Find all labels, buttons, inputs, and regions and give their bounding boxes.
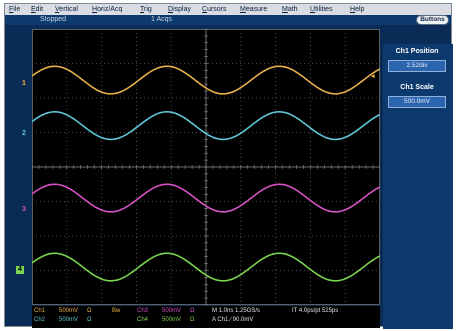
ch4-waveform	[32, 252, 380, 282]
horizontal-readout[interactable]: M 1.0ns 1.25GS/s	[212, 308, 261, 314]
readout-area: Ch1 500mV Ω Bw Ch2 500mV Ω Ch3 500mV Ω C…	[32, 306, 380, 328]
ch1-waveform	[32, 65, 380, 95]
menu-utilities[interactable]: Utilities	[310, 6, 333, 13]
ch3-ground-marker[interactable]: 3	[22, 206, 26, 213]
ch2-scale-readout[interactable]: 500mV	[59, 317, 79, 323]
side-menu: Ch1 Position 2.52div Ch1 Scale 500.0mV	[383, 44, 453, 329]
ch1-label: Ch1	[34, 308, 46, 314]
record-readout: IT 4.0ps/pt 525ps	[292, 308, 339, 314]
ch2-label: Ch2	[34, 317, 46, 323]
ch2-waveform	[32, 111, 380, 141]
ch4-scale-readout[interactable]: 500mV	[162, 317, 182, 323]
status-bar: Stopped 1 Acqs	[5, 15, 451, 25]
menu-file[interactable]: File	[9, 6, 21, 13]
ch4-ground-marker[interactable]: 4	[16, 266, 24, 274]
ch3-scale-readout[interactable]: 500mV	[162, 308, 182, 314]
waveform-display[interactable]	[32, 29, 380, 305]
ch1-scale-title: Ch1 Scale	[400, 84, 434, 91]
acquisition-status: Stopped	[40, 16, 67, 23]
ch4-label: Ch4	[137, 317, 149, 323]
ch1-ground-marker[interactable]: 1	[22, 80, 26, 87]
trigger-readout[interactable]: A Ch1 ∕ 90.0mV	[212, 317, 254, 323]
ch1-scale-readout[interactable]: 500mV	[59, 308, 79, 314]
buttons-button[interactable]: Buttons	[416, 15, 449, 25]
menu-trig[interactable]: Trig	[140, 6, 152, 13]
menu-edit[interactable]: Edit	[31, 6, 44, 13]
ch2-ground-marker[interactable]: 2	[22, 130, 26, 137]
ch1-impedance: Ω	[87, 308, 92, 314]
oscilloscope-window: File Edit Vertical Horiz/Acq Trig Displa…	[4, 3, 453, 329]
menu-cursors[interactable]: Cursors	[202, 6, 227, 13]
ch1-position-title: Ch1 Position	[395, 48, 439, 55]
acquisition-count: 1 Acqs	[151, 16, 173, 23]
trigger-level-marker[interactable]: ◂	[371, 73, 375, 80]
menu-horiz-acq[interactable]: Horiz/Acq	[92, 6, 123, 13]
ch1-scale-value[interactable]: 500.0mV	[388, 96, 446, 108]
ch3-impedance: Ω	[190, 308, 195, 314]
graticule-svg	[32, 29, 380, 305]
menu-display[interactable]: Display	[168, 6, 191, 13]
menu-help[interactable]: Help	[350, 6, 365, 13]
ch1-position-value[interactable]: 2.52div	[388, 60, 446, 72]
menu-measure[interactable]: Measure	[240, 6, 268, 13]
ch2-impedance: Ω	[87, 317, 92, 323]
ch1-bandwidth: Bw	[112, 308, 121, 314]
menu-vertical[interactable]: Vertical	[55, 6, 78, 13]
ch4-impedance: Ω	[190, 317, 195, 323]
menu-math[interactable]: Math	[282, 6, 298, 13]
ch3-waveform	[32, 183, 380, 213]
ch3-label: Ch3	[137, 308, 149, 314]
